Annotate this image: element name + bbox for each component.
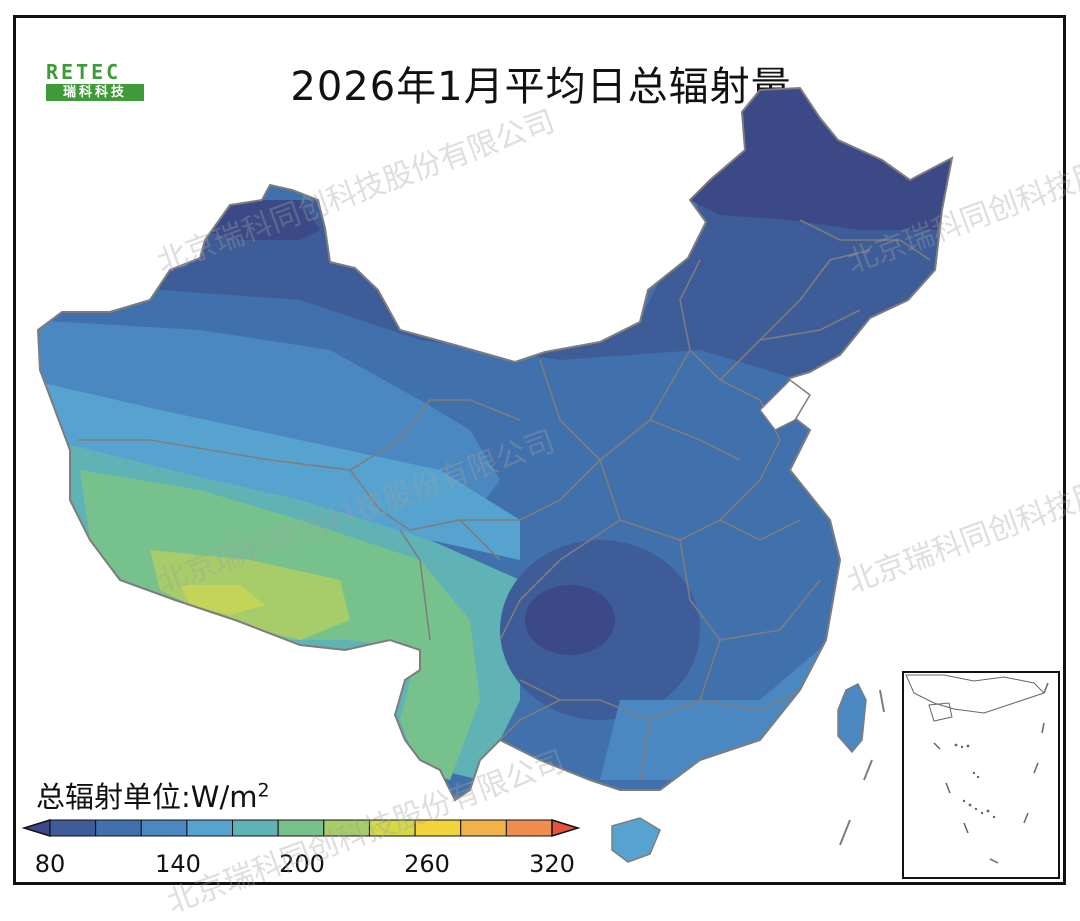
logo-top-text: RETEC [46,60,122,84]
country-border [36,86,954,802]
logo-bottom-text: 瑞科科技 [46,84,144,101]
colorbar-tick-label: 260 [404,850,450,878]
boundary-dashes [839,689,885,846]
colorbar-segment [323,819,370,837]
colorbar-tick-label: 80 [34,850,66,878]
bohai-sea [759,379,811,431]
inset-map [905,674,1049,864]
taiwan-island [837,682,867,754]
colorbar [21,818,581,838]
company-logo: RETEC 瑞科科技 [46,62,144,102]
colorbar-segment [232,819,279,837]
colorbar-tick-label: 200 [279,850,325,878]
colorbar-tick-label: 320 [529,850,575,878]
colorbar-segment [460,819,507,837]
province-borders [78,219,931,781]
map-title: 2026年1月平均日总辐射量 [290,64,792,110]
colorbar-segment [505,819,553,837]
colorbar-segment [414,819,462,837]
colorbar-tick-label: 140 [155,850,201,878]
colorbar-unit-superscript: 2 [257,779,270,802]
colorbar-extend-low [21,818,51,838]
colorbar-segment [49,819,97,837]
colorbar-unit-label: 总辐射单位:W/m2 [36,774,270,816]
south-china-sea-inset [902,671,1060,879]
colorbar-unit-text: 总辐射单位:W/m [36,780,258,814]
colorbar-extend-high [551,818,581,838]
colorbar-segment [95,819,142,837]
radiation-map [21,86,954,863]
hainan-island [611,817,661,863]
colorbar-segment [186,819,234,837]
colorbar-segment [368,819,416,837]
colorbar-segment [140,819,188,837]
colorbar-segment [277,819,325,837]
